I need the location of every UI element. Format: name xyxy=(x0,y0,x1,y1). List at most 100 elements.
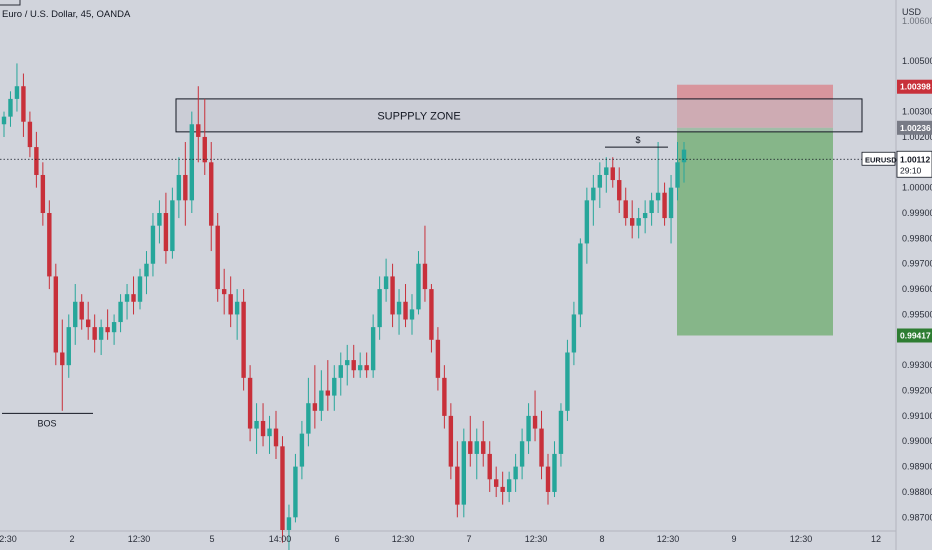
y-tick-partial: 1.00600 xyxy=(902,16,932,26)
y-tick-label: 1.00200 xyxy=(902,132,932,142)
candle-body xyxy=(435,339,441,378)
candle-body xyxy=(267,428,272,437)
zones-layer xyxy=(0,0,897,550)
x-tick-label: 5 xyxy=(209,534,214,544)
candle-body xyxy=(293,466,298,518)
candle-body xyxy=(448,415,454,467)
candle-body xyxy=(604,167,609,175)
last-price-label: 1.00112 xyxy=(900,154,931,164)
candle-body xyxy=(111,322,117,333)
chart-title: Euro / U.S. Dollar, 45, OANDA xyxy=(2,9,131,20)
candle-body xyxy=(396,301,402,315)
candle-body xyxy=(34,147,39,175)
candle-body xyxy=(345,360,350,366)
bos-label: BOS xyxy=(37,418,56,428)
candle-body xyxy=(636,218,641,226)
candle-body xyxy=(655,192,661,201)
candle-body xyxy=(66,327,71,366)
candle-body xyxy=(254,420,259,429)
candle-body xyxy=(617,180,622,201)
candle-body xyxy=(273,428,279,447)
candle-body xyxy=(591,187,596,201)
price-axis[interactable]: USD 1.00600 xyxy=(902,7,932,26)
candle-body xyxy=(571,314,577,353)
candle-body xyxy=(532,415,538,429)
stop-price-tag xyxy=(897,79,932,94)
x-tick-label: 12:30 xyxy=(525,534,548,544)
candle-body xyxy=(526,415,531,442)
candle-body xyxy=(545,466,551,492)
entry-price-tag-label: 1.00236 xyxy=(900,123,931,133)
candle-body xyxy=(584,200,590,244)
candle-body xyxy=(280,446,285,530)
bar-countdown-label: 29:10 xyxy=(900,165,922,175)
candle-body xyxy=(377,289,382,328)
candle-body xyxy=(8,98,13,117)
candle-body xyxy=(21,86,26,122)
y-tick-label: 0.99800 xyxy=(902,233,932,243)
candle-body xyxy=(118,301,123,323)
target-price-tag-label: 0.99417 xyxy=(900,330,931,340)
candle-body xyxy=(539,428,544,467)
candle-body xyxy=(260,420,266,437)
candle-body xyxy=(597,174,603,188)
y-tick-label: 1.00000 xyxy=(902,183,932,193)
candle-body xyxy=(170,200,175,252)
x-tick-label: 12:30 xyxy=(392,534,415,544)
time-axis[interactable]: 2:30 2 12:30 5 14:00 6 12:30 7 12:30 8 12:30 9 12:30… xyxy=(0,534,881,544)
candle-body xyxy=(351,360,356,371)
candle-body xyxy=(150,225,156,264)
liquidity-label: $ xyxy=(635,135,640,145)
candle-body xyxy=(468,441,473,454)
candle-body xyxy=(416,263,421,310)
candle-body xyxy=(668,187,674,219)
x-tick-label: 12 xyxy=(871,534,881,544)
candle-body xyxy=(60,352,65,366)
candle-body xyxy=(105,327,110,333)
candle-body xyxy=(487,453,492,480)
candle-body xyxy=(506,479,512,492)
y-tick-label: 0.99700 xyxy=(902,259,932,269)
candle-body xyxy=(14,86,20,99)
x-tick-label: 12:30 xyxy=(657,534,680,544)
candle-body xyxy=(675,162,680,188)
candle-body xyxy=(47,213,52,277)
candle-body xyxy=(578,243,583,315)
symbol-tag-label: EURUSD xyxy=(865,155,897,164)
candle-body xyxy=(513,466,518,480)
candle-body xyxy=(629,218,635,226)
candle-body xyxy=(183,174,188,201)
candle-body xyxy=(124,294,130,302)
x-tick-label: 8 xyxy=(599,534,604,544)
x-tick-label: 12:30 xyxy=(790,534,813,544)
candle-body xyxy=(364,365,369,371)
candle-body xyxy=(481,441,486,454)
candle-body xyxy=(189,124,195,201)
y-tick-label: 0.99300 xyxy=(902,360,932,370)
candle-body xyxy=(98,327,104,340)
y-tick-label: 0.99200 xyxy=(902,386,932,396)
candle-body xyxy=(306,403,311,434)
candle-body xyxy=(40,174,46,214)
candle-body xyxy=(319,390,324,411)
candle-body xyxy=(137,276,143,302)
candle-body xyxy=(519,441,525,467)
candle-body xyxy=(442,377,447,416)
candle-body xyxy=(144,263,149,277)
x-tick-label: 2:30 xyxy=(0,534,17,544)
y-tick-label: 0.99600 xyxy=(902,284,932,294)
x-tick-label: 9 xyxy=(731,534,736,544)
y-tick-label: 0.99900 xyxy=(902,208,932,218)
candle-body xyxy=(493,479,499,487)
y-tick-label: 0.99500 xyxy=(902,309,932,319)
overlay-layer xyxy=(0,146,896,414)
legend-box[interactable] xyxy=(0,0,21,6)
candle-body xyxy=(390,276,395,315)
candle-body xyxy=(500,486,505,492)
entry-price-tag xyxy=(897,120,932,135)
y-tick-label: 0.99000 xyxy=(902,436,932,446)
candle-body xyxy=(1,116,7,125)
y-ticks: 1.005001.004001.003001.002001.000000.999… xyxy=(902,56,932,522)
candle-body xyxy=(228,294,233,315)
